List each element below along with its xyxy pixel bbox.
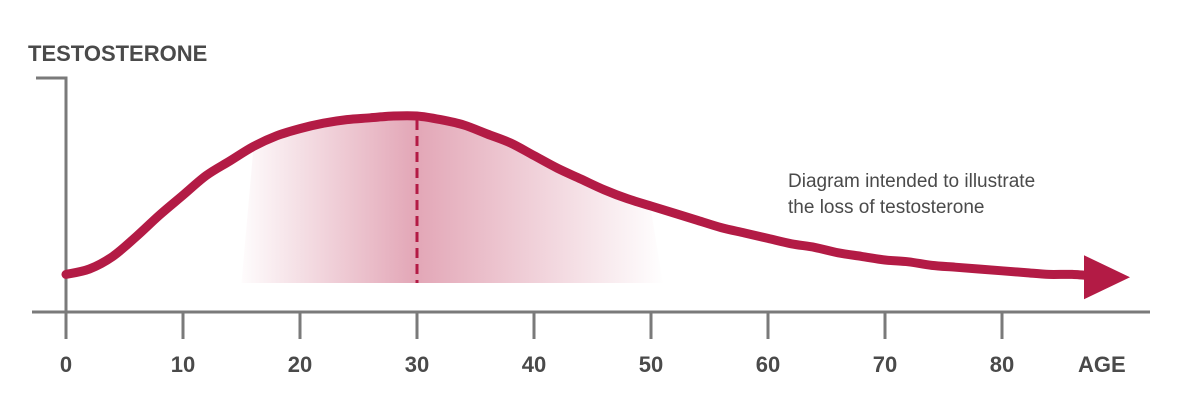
y-axis xyxy=(36,76,68,312)
annotation-line-2: the loss of testosterone xyxy=(788,197,984,218)
x-tick-label: 50 xyxy=(639,352,663,377)
series-line-testosterone xyxy=(61,111,1101,281)
x-tick-label: 0 xyxy=(60,352,72,377)
x-tick-label: 10 xyxy=(171,352,195,377)
x-tick-label: 70 xyxy=(873,352,897,377)
x-tick-label: 20 xyxy=(288,352,312,377)
annotation-line-1: Diagram intended to illustrate xyxy=(788,171,1035,192)
x-axis-title: AGE xyxy=(1078,352,1126,377)
x-tick-label: 80 xyxy=(990,352,1014,377)
peak-shaded-area xyxy=(241,120,663,283)
x-tick-label: 60 xyxy=(756,352,780,377)
x-axis-ticks: 0 10 20 30 40 50 60 70 80 xyxy=(60,312,1014,377)
x-tick-label: 40 xyxy=(522,352,546,377)
x-tick-label: 30 xyxy=(405,352,429,377)
arrow-head xyxy=(1084,255,1130,300)
y-axis-title: TESTOSTERONE xyxy=(28,41,207,66)
